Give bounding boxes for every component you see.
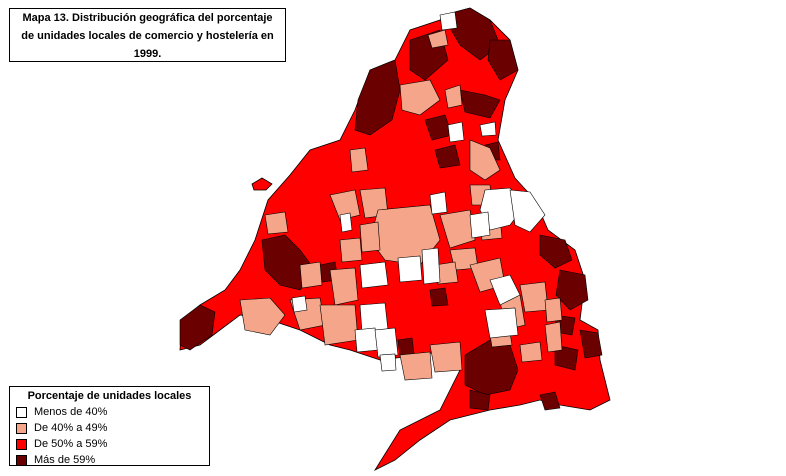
areas-40-49 (239, 29, 563, 381)
legend-swatch (16, 406, 27, 418)
legend-title: Porcentaje de unidades locales (27, 390, 192, 402)
legend-label: Más de 59% (34, 454, 96, 466)
areas-menos-40 (291, 11, 546, 372)
legend-item-50-59: De 50% a 59% (10, 436, 209, 452)
legend-swatch (16, 454, 27, 466)
legend-item-mas-59: Más de 59% (10, 452, 209, 468)
enclave (251, 177, 273, 191)
map-title-line-2: de unidades locales de comercio y hostel… (21, 30, 274, 42)
legend-item-menos-40: Menos de 40% (10, 404, 209, 420)
legend-label: Menos de 40% (34, 406, 108, 418)
legend-item-40-49: De 40% a 49% (10, 420, 209, 436)
legend-label: De 40% a 49% (34, 422, 108, 434)
legend: Porcentaje de unidades locales Menos de … (9, 386, 210, 466)
map-title: Mapa 13. Distribución geográfica del por… (9, 8, 286, 62)
map-title-line-3: 1999. (133, 48, 162, 60)
legend-swatch (16, 438, 27, 450)
map-title-line-1: Mapa 13. Distribución geográfica del por… (22, 12, 273, 24)
legend-swatch (16, 422, 27, 434)
legend-label: De 50% a 59% (34, 438, 108, 450)
